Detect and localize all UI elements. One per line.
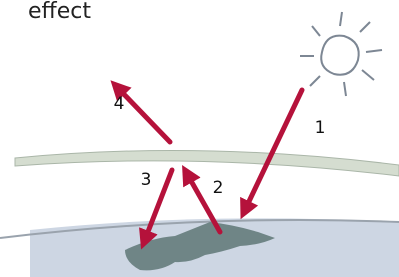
arrow-label: 2: [213, 178, 224, 198]
sun: [300, 12, 382, 96]
arrow-1: [244, 90, 302, 212]
arrow-label: 3: [141, 170, 152, 190]
title: effect: [28, 0, 91, 24]
atmosphere: [15, 150, 399, 176]
arrow-label: 1: [315, 118, 326, 138]
arrow-label: 4: [114, 94, 125, 114]
greenhouse-diagram: effect 1 2 3 4: [0, 0, 399, 277]
